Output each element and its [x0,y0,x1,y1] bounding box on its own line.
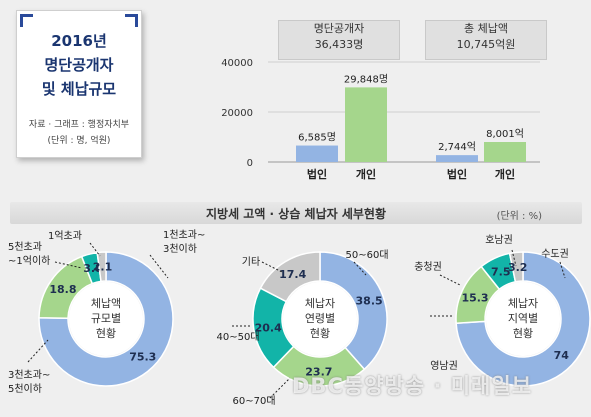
pie-slice [455,251,591,387]
y-tick-label: 20000 [221,108,253,119]
slice-value-label: 15.3 [461,292,488,305]
leader-line [27,339,49,363]
bar [296,145,338,162]
slice-category-label: ~1억이하 [8,254,50,267]
pie-slice [319,251,388,371]
slice-category-label: 50~60대 [345,249,388,261]
bar-header-total: 36,433명 [314,38,364,51]
slice-value-label: 2.1 [93,261,113,274]
pie-slice [96,251,107,283]
corner-mark [20,14,33,27]
slice-value-label: 23.7 [305,365,332,378]
slice-category-label: 1억초과 [48,230,82,242]
leader-line [439,274,461,286]
bar [345,87,387,162]
bar-header-people: 명단공개자 36,433명 [278,20,400,60]
leader-line [269,377,291,399]
x-tick-label: 법인 [307,167,327,181]
pie-slice [508,251,524,283]
slice-value-label: 3.2 [508,261,528,274]
slice-value-label: 3.8 [83,262,103,275]
center-label: 규모별 [91,312,121,325]
donut-hole [283,282,357,356]
leader-line [511,249,517,267]
leader-line [559,261,566,279]
slice-value-label: 17.4 [279,268,306,281]
y-tick-label: 0 [247,158,253,169]
center-label: 현황 [96,327,116,340]
center-label: 지역별 [508,312,538,325]
slice-category-label: 5천초과 [8,241,42,253]
slice-category-label: 호남권 [485,234,513,246]
x-tick-label: 개인 [495,167,515,181]
center-label: 현황 [513,327,533,340]
section-unit: (단위 : %) [496,211,542,222]
bar-value-label: 2,744억 [438,141,476,153]
slice-value-label: 7.5 [491,265,511,278]
pie-slice [38,251,174,387]
title-line-3: 및 체납규모 [41,80,117,98]
page-title: 2016년 명단공개자 및 체납규모 [17,29,141,101]
bar-value-label: 6,585명 [298,132,336,144]
center-label: 연령별 [305,312,335,325]
bar-header-total: 10,745억원 [456,38,516,51]
slice-category-label: 5천이하 [8,382,42,395]
center-label: 현황 [310,327,330,340]
corner-mark [125,14,138,27]
slice-category-label: 수도권 [541,248,569,260]
section-title: 지방세 고액 · 상습 체납자 세부현황 [205,207,386,221]
slice-category-label: 3천이하 [163,242,197,255]
leader-line [353,261,367,276]
bar [436,155,478,162]
bar-value-label: 29,848명 [344,73,388,85]
title-card: 2016년 명단공개자 및 체납규모 자료 · 그래프 : 행정자치부 (단위 … [16,10,142,158]
slice-value-label: 74 [554,349,570,362]
donut-hole [69,282,143,356]
leader-line [54,261,83,269]
slice-category-label: 40~50대 [216,331,259,343]
title-line-2: 명단공개자 [44,56,114,74]
slice-category-label: 1천초과~ [163,229,205,241]
x-tick-label: 개인 [356,167,376,181]
title-line-1: 2016년 [51,32,107,50]
leader-line [89,242,101,257]
bar-header-title: 명단공개자 [313,22,365,35]
slice-category-label: 영남권 [430,360,458,372]
bar [484,141,526,162]
center-label: 체납액 [91,297,121,310]
slice-value-label: 20.4 [255,322,282,335]
center-label: 체납자 [305,297,335,310]
slice-category-label: 기타 [242,256,260,268]
slice-value-label: 38.5 [356,294,383,307]
watermark: DBC동양방송 · 미래일보 [292,374,533,398]
source-note: 자료 · 그래프 : 행정자치부 [28,120,130,130]
section-banner: 지방세 고액 · 상습 체납자 세부현황 (단위 : %) [10,202,582,224]
unit-note: (단위 : 명, 억원) [47,136,111,146]
slice-value-label: 75.3 [129,350,156,363]
donut-hole [486,282,560,356]
y-tick-label: 40000 [221,58,253,69]
slice-value-label: 18.8 [49,283,76,296]
center-label: 체납자 [508,297,538,310]
pie-slice [259,251,321,303]
bar-header-amount: 총 체납액 10,745억원 [425,20,547,60]
slice-category-label: 60~70대 [232,395,275,407]
bar-header-title: 총 체납액 [464,22,508,35]
slice-category-label: 3천초과~ [8,369,50,381]
leader-line [149,254,169,279]
bar-value-label: 8,001억 [486,128,524,140]
x-tick-label: 법인 [447,167,467,181]
slice-category-label: 충청권 [414,261,442,273]
